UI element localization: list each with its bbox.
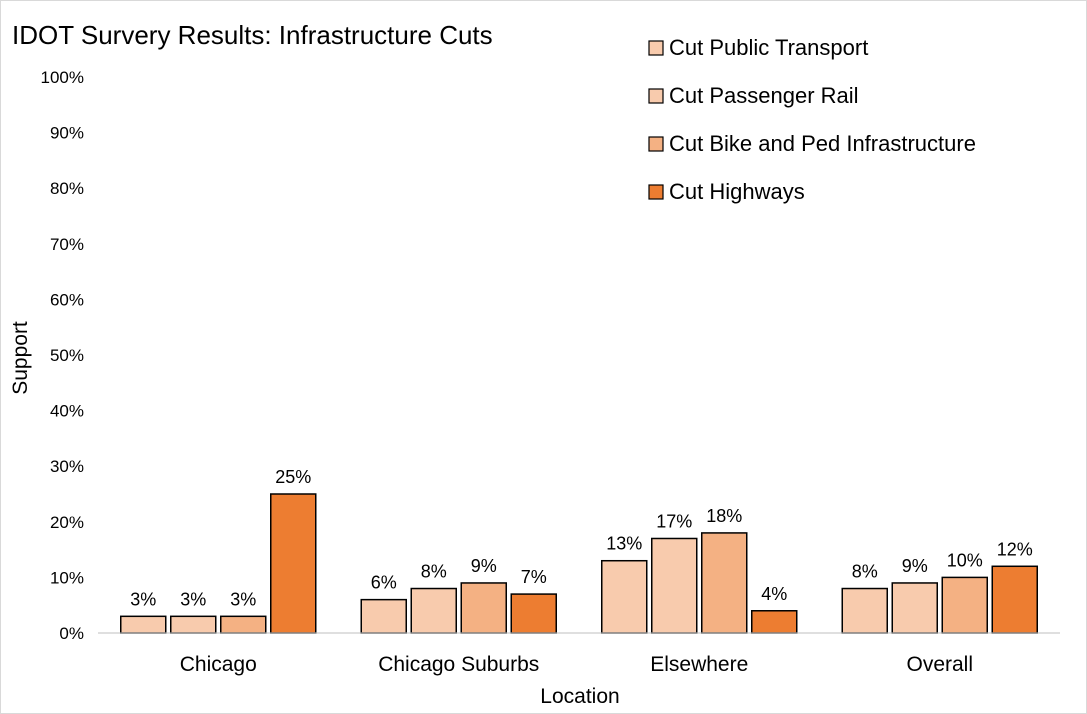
legend-label: Cut Highways: [669, 179, 805, 204]
category-label: Chicago: [180, 653, 257, 676]
bar: [270, 493, 317, 634]
legend-label: Cut Passenger Rail: [669, 83, 859, 108]
data-label: 3%: [130, 589, 156, 609]
bar: [701, 532, 748, 634]
legend: Cut Public Transport Cut Passenger Rail Cu…: [648, 35, 976, 204]
data-label: 8%: [421, 562, 447, 582]
bar: [170, 615, 217, 634]
legend-swatch: [648, 184, 664, 200]
bar: [360, 598, 407, 634]
data-label: 3%: [180, 589, 206, 609]
data-label: 13%: [606, 534, 642, 554]
y-tick-label: 70%: [50, 235, 84, 254]
legend-swatch: [648, 136, 664, 152]
x-axis-categories: Chicago Chicago Suburbs Elsewhere Overall: [180, 653, 973, 676]
y-tick-label: 100%: [41, 68, 84, 87]
data-label: 7%: [521, 567, 547, 587]
category-label: Chicago Suburbs: [378, 653, 539, 676]
legend-swatch: [648, 88, 664, 104]
x-axis-title: Location: [540, 685, 619, 708]
bar: [510, 593, 557, 634]
y-tick-label: 60%: [50, 290, 84, 309]
y-tick-label: 30%: [50, 457, 84, 476]
y-axis-ticks: 0% 10% 20% 30% 40% 50% 60% 70% 80% 90% 100%: [41, 68, 84, 643]
bar: [941, 576, 988, 634]
data-label: 8%: [852, 562, 878, 582]
y-tick-label: 0%: [59, 624, 84, 643]
legend-swatch: [648, 40, 664, 56]
y-tick-label: 20%: [50, 513, 84, 532]
bar: [460, 582, 507, 634]
y-tick-label: 90%: [50, 124, 84, 143]
data-label: 6%: [371, 573, 397, 593]
legend-label: Cut Bike and Ped Infrastructure: [669, 131, 976, 156]
bar: [601, 559, 648, 634]
y-axis-title: Support: [9, 321, 32, 395]
bar: [651, 537, 698, 634]
bars: [120, 493, 1038, 634]
data-label: 9%: [471, 556, 497, 576]
bar: [220, 615, 267, 634]
data-label: 4%: [761, 584, 787, 604]
data-label: 25%: [275, 467, 311, 487]
data-label: 9%: [902, 556, 928, 576]
category-label: Overall: [906, 653, 973, 676]
data-label: 18%: [706, 506, 742, 526]
bar: [891, 582, 938, 634]
data-labels: 3% 3% 3% 25% 6% 8% 9% 7% 13% 17% 18% 4% 8% 9% 10% 12%: [130, 467, 1033, 609]
bar: [120, 615, 167, 634]
bar: [410, 587, 457, 634]
y-tick-label: 40%: [50, 402, 84, 421]
data-label: 10%: [947, 550, 983, 570]
data-label: 17%: [656, 511, 692, 531]
y-tick-label: 10%: [50, 568, 84, 587]
bar: [751, 610, 798, 634]
bar: [841, 587, 888, 634]
y-tick-label: 50%: [50, 346, 84, 365]
bar: [991, 565, 1038, 634]
data-label: 12%: [997, 539, 1033, 559]
y-tick-label: 80%: [50, 179, 84, 198]
chart-title: IDOT Survery Results: Infrastructure Cut…: [12, 20, 493, 50]
data-label: 3%: [230, 589, 256, 609]
category-label: Elsewhere: [650, 653, 748, 676]
legend-label: Cut Public Transport: [669, 35, 868, 60]
